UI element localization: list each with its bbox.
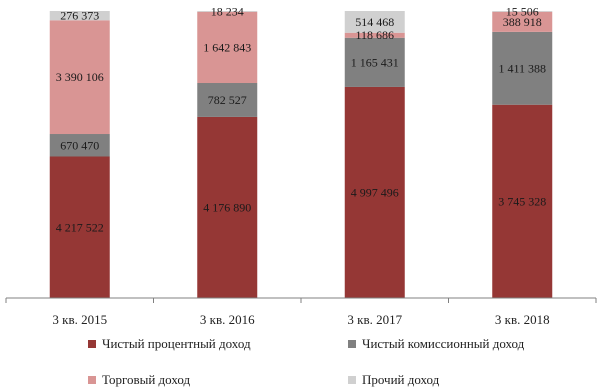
x-tick-label: 3 кв. 2018	[495, 312, 550, 327]
bar-segment	[197, 116, 258, 298]
bar-segment	[492, 11, 553, 32]
legend-label: Чистый комиссионный доход	[362, 336, 525, 351]
legend-swatch	[88, 340, 96, 348]
x-tick-label: 3 кв. 2017	[347, 312, 402, 327]
data-label: 276 373	[60, 9, 99, 23]
legend-swatch	[88, 376, 96, 384]
bars-group	[49, 11, 553, 298]
x-axis-ticks	[5, 298, 597, 303]
data-label: 18 234	[211, 4, 244, 18]
data-label: 670 470	[60, 138, 99, 152]
bar-segment	[344, 37, 405, 87]
data-label: 4 997 496	[351, 185, 399, 199]
data-label: 15 506	[506, 4, 539, 18]
legend-item-trading: Торговый доход	[88, 372, 190, 388]
bar-segment	[197, 11, 258, 84]
bar-segment	[344, 32, 405, 38]
bar-segment	[197, 11, 258, 12]
legend-label: Чистый процентный доход	[102, 336, 251, 351]
bar-segment	[197, 83, 258, 117]
data-label: 1 165 431	[351, 55, 399, 69]
bar-segment	[49, 156, 110, 298]
data-label: 514 468	[355, 15, 394, 29]
data-label: 1 642 843	[203, 40, 251, 54]
legend-item-net-commission: Чистый комиссионный доход	[348, 336, 524, 352]
bar-segment	[344, 86, 405, 298]
bar-segment	[49, 11, 110, 21]
data-label: 3 745 328	[498, 194, 546, 208]
legend-label: Торговый доход	[102, 372, 191, 387]
x-axis-labels: 3 кв. 2015 3 кв. 2016 3 кв. 2017 3 кв. 2018	[52, 312, 549, 327]
x-tick-label: 3 кв. 2016	[200, 312, 255, 327]
data-label: 4 217 522	[56, 220, 104, 234]
bar-segment	[492, 104, 553, 298]
bar-segment	[49, 134, 110, 157]
x-tick-label: 3 кв. 2015	[52, 312, 107, 327]
data-label: 4 176 890	[203, 200, 251, 214]
legend-swatch	[348, 376, 356, 384]
data-labels-group: 4 217 522 670 470 3 390 106 276 373 4 176 89…	[56, 4, 547, 234]
legend-item-other: Прочий доход	[348, 372, 439, 388]
bar-segment	[49, 20, 110, 135]
bar-segment	[344, 11, 405, 33]
data-label: 388 918	[503, 15, 542, 29]
legend-swatch	[348, 340, 356, 348]
data-label: 118 686	[355, 28, 394, 42]
data-label: 782 527	[208, 93, 247, 107]
bar-segment	[492, 31, 553, 105]
legend-item-net-interest: Чистый процентный доход	[88, 336, 251, 352]
data-label: 1 411 388	[498, 61, 546, 75]
legend-label: Прочий доход	[362, 372, 440, 387]
bar-segment	[492, 11, 553, 12]
data-label: 3 390 106	[56, 70, 104, 84]
